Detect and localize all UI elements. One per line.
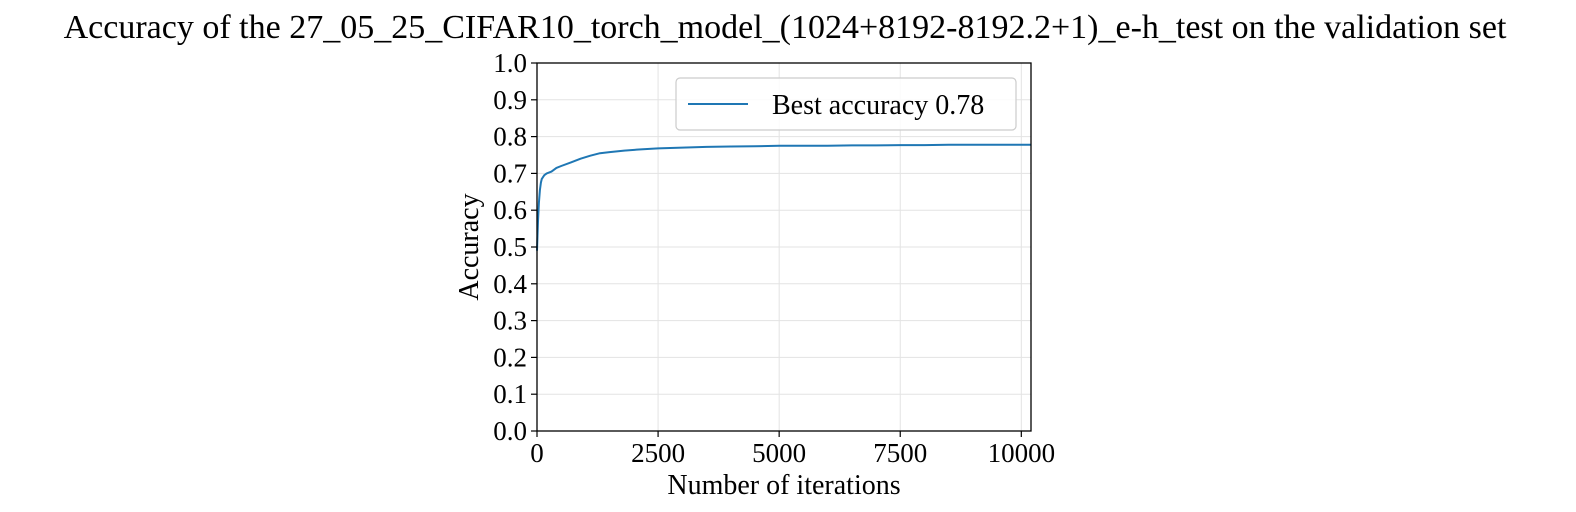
y-tick-label: 0.3 [493, 306, 527, 336]
y-tick-label: 1.0 [493, 48, 527, 78]
legend: Best accuracy 0.78 [675, 77, 1017, 131]
y-tick-label: 0.9 [493, 85, 527, 115]
legend-label: Best accuracy 0.78 [772, 90, 984, 121]
x-tick-label: 5000 [752, 438, 806, 468]
chart-title: Accuracy of the 27_05_25_CIFAR10_torch_m… [64, 9, 1507, 46]
y-tick-label: 0.4 [493, 269, 527, 299]
y-tick-label: 0.7 [493, 158, 527, 188]
y-tick-label: 0.2 [493, 342, 527, 372]
y-tick-label: 0.6 [493, 195, 527, 225]
y-tick-label: 0.1 [493, 379, 527, 409]
y-tick-label: 0.5 [493, 232, 527, 262]
y-tick-label: 0.8 [493, 122, 527, 152]
legend-box [675, 77, 1017, 131]
axis-ticks: 0.0 0.1 0.2 0.3 0.4 0.5 0.6 0.7 0.8 0.9 1.0 0 2500 50… [493, 48, 1055, 468]
series-line [536, 143, 1031, 251]
y-axis-label: Accuracy [454, 193, 485, 300]
x-tick-label: 7500 [873, 438, 927, 468]
x-axis-label: Number of iterations [667, 470, 900, 501]
series-group [536, 143, 1031, 251]
x-tick-label: 10000 [988, 438, 1056, 468]
y-tick-label: 0.0 [493, 416, 527, 446]
x-tick-label: 0 [530, 438, 544, 468]
x-tick-label: 2500 [631, 438, 685, 468]
